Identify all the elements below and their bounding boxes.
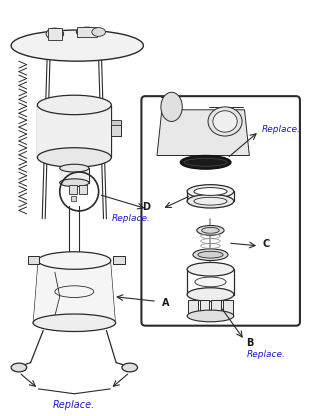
Ellipse shape bbox=[122, 363, 138, 372]
Ellipse shape bbox=[11, 30, 143, 61]
Ellipse shape bbox=[195, 277, 226, 287]
Bar bbox=[38, 105, 111, 158]
Ellipse shape bbox=[76, 27, 98, 37]
Text: Replace.: Replace. bbox=[111, 214, 150, 223]
Ellipse shape bbox=[187, 185, 234, 198]
Text: A: A bbox=[162, 298, 169, 308]
Ellipse shape bbox=[193, 249, 228, 260]
Ellipse shape bbox=[213, 111, 237, 132]
Bar bbox=[48, 28, 62, 40]
Ellipse shape bbox=[38, 252, 111, 269]
Ellipse shape bbox=[197, 225, 224, 235]
Text: Replace.: Replace. bbox=[246, 350, 285, 359]
Bar bbox=[69, 185, 77, 194]
Ellipse shape bbox=[33, 314, 116, 332]
Bar bbox=[71, 196, 76, 201]
Text: C: C bbox=[262, 239, 269, 249]
Ellipse shape bbox=[46, 28, 64, 40]
Ellipse shape bbox=[194, 197, 227, 205]
Ellipse shape bbox=[198, 251, 223, 258]
Ellipse shape bbox=[208, 107, 242, 136]
Polygon shape bbox=[157, 110, 249, 156]
Bar bbox=[77, 27, 97, 37]
Bar bbox=[211, 300, 221, 316]
Ellipse shape bbox=[161, 92, 182, 121]
Ellipse shape bbox=[187, 194, 234, 208]
Polygon shape bbox=[33, 260, 115, 323]
Ellipse shape bbox=[60, 179, 89, 187]
Ellipse shape bbox=[60, 164, 89, 172]
Text: D: D bbox=[142, 202, 150, 212]
Bar bbox=[200, 300, 210, 316]
FancyBboxPatch shape bbox=[141, 96, 300, 326]
Text: Replace.: Replace. bbox=[53, 401, 95, 411]
Ellipse shape bbox=[187, 310, 234, 322]
Ellipse shape bbox=[194, 188, 227, 196]
Bar bbox=[79, 185, 87, 194]
Ellipse shape bbox=[187, 288, 234, 301]
Bar bbox=[111, 121, 121, 136]
Ellipse shape bbox=[38, 95, 111, 115]
Ellipse shape bbox=[202, 228, 219, 233]
Ellipse shape bbox=[38, 148, 111, 167]
Bar bbox=[188, 300, 198, 316]
Ellipse shape bbox=[187, 262, 234, 276]
Ellipse shape bbox=[11, 363, 27, 372]
Text: B: B bbox=[246, 338, 254, 348]
Bar bbox=[223, 300, 233, 316]
Bar bbox=[113, 256, 125, 265]
Text: Replace.: Replace. bbox=[262, 125, 301, 134]
Bar bbox=[60, 168, 89, 183]
Bar bbox=[28, 256, 39, 265]
Ellipse shape bbox=[180, 156, 231, 169]
Bar bbox=[111, 119, 121, 125]
Ellipse shape bbox=[92, 27, 105, 36]
